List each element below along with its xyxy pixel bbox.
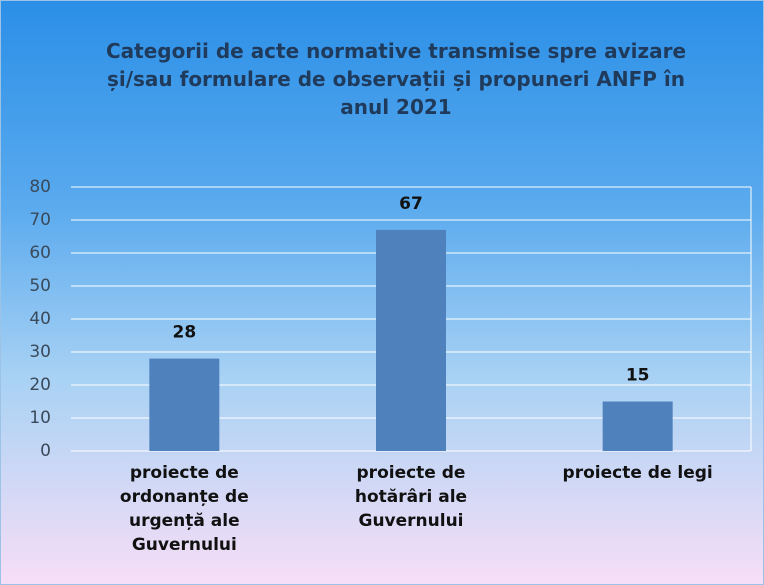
y-tick-label: 70 — [29, 210, 51, 230]
data-label: 28 — [172, 323, 196, 343]
y-tick-label: 50 — [29, 276, 51, 296]
data-label: 67 — [399, 194, 423, 214]
y-tick-label: 20 — [29, 375, 51, 395]
y-tick-label: 80 — [29, 177, 51, 197]
chart-title: Categorii de acte normative transmise sp… — [105, 39, 687, 119]
bar — [376, 229, 446, 451]
x-tick-label: proiecte de legi — [562, 463, 713, 483]
x-tick-label: proiecte de hotărâri ale Guvernului — [354, 463, 468, 531]
y-tick-label: 10 — [29, 408, 51, 428]
x-tick-label: proiecte de ordonanțe de urgență ale Guv… — [119, 463, 249, 555]
y-tick-label: 60 — [29, 243, 51, 263]
bar — [149, 358, 220, 451]
data-label: 15 — [626, 366, 650, 386]
bar — [602, 401, 673, 451]
y-tick-label: 0 — [40, 441, 51, 461]
y-tick-label: 30 — [29, 342, 51, 362]
y-tick-label: 40 — [29, 309, 51, 329]
